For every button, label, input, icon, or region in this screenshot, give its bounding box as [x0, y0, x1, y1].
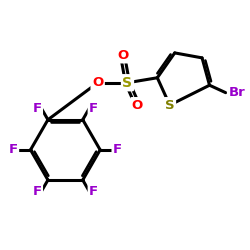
Text: F: F	[8, 143, 18, 156]
Text: O: O	[132, 98, 143, 112]
Text: F: F	[32, 102, 42, 115]
Text: F: F	[32, 185, 42, 198]
Text: O: O	[92, 76, 103, 89]
Text: F: F	[89, 102, 98, 115]
Text: O: O	[117, 49, 128, 62]
Text: S: S	[165, 98, 174, 112]
Text: F: F	[89, 185, 98, 198]
Text: S: S	[122, 76, 132, 90]
Text: Br: Br	[228, 86, 245, 99]
Text: F: F	[113, 143, 122, 156]
